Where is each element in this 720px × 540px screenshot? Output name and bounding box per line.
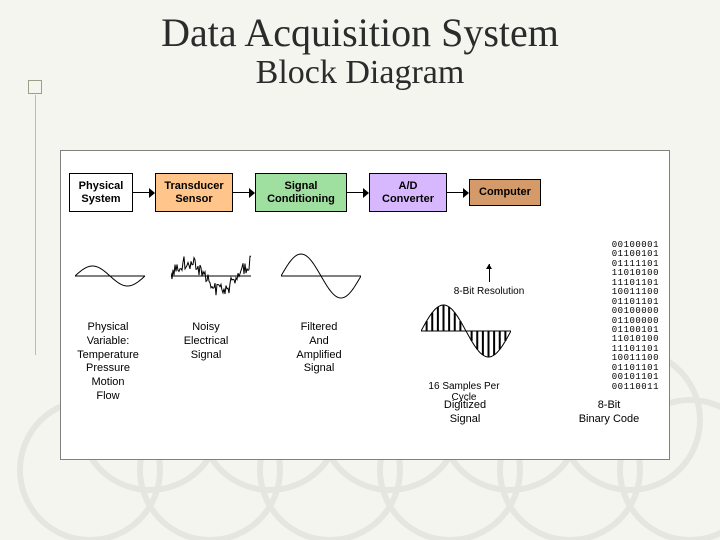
arrow-icon bbox=[447, 188, 469, 198]
blocks-row: PhysicalSystem TransducerSensor SignalCond… bbox=[61, 173, 669, 212]
block-signal: SignalConditioning bbox=[255, 173, 347, 212]
arrow-icon bbox=[347, 188, 369, 198]
title-line-2: Block Diagram bbox=[0, 54, 720, 91]
caption: FilteredAndAmplifiedSignal bbox=[271, 321, 367, 376]
block-transducer: TransducerSensor bbox=[155, 173, 233, 212]
caption: DigitizedSignal bbox=[417, 399, 513, 427]
binary-column: 0010000101100101011111011101010011101101… bbox=[612, 241, 659, 392]
slide-marker-icon bbox=[28, 80, 42, 94]
signal-sampled bbox=[421, 301, 511, 361]
signal-physical bbox=[75, 246, 145, 306]
caption: 8-BitBinary Code bbox=[561, 399, 657, 427]
signal-noisy bbox=[171, 246, 251, 306]
diagram-panel: PhysicalSystem TransducerSensor SignalCond… bbox=[60, 150, 670, 460]
title-line-1: Data Acquisition System bbox=[0, 12, 720, 54]
resolution-text: 8-Bit Resolution bbox=[454, 286, 525, 297]
signal-filtered bbox=[281, 246, 361, 306]
arrow-icon bbox=[133, 188, 155, 198]
block-a/d: A/DConverter bbox=[369, 173, 447, 212]
caption: NoisyElectricalSignal bbox=[163, 321, 249, 362]
resolution-label: 8-Bit Resolution bbox=[449, 286, 529, 297]
caption: PhysicalVariable:TemperaturePressureMoti… bbox=[65, 321, 151, 404]
arrow-icon bbox=[233, 188, 255, 198]
signals-row bbox=[61, 246, 669, 316]
block-computer: Computer bbox=[469, 179, 541, 206]
block-physical: PhysicalSystem bbox=[69, 173, 133, 212]
slide-title: Data Acquisition System Block Diagram bbox=[0, 0, 720, 91]
